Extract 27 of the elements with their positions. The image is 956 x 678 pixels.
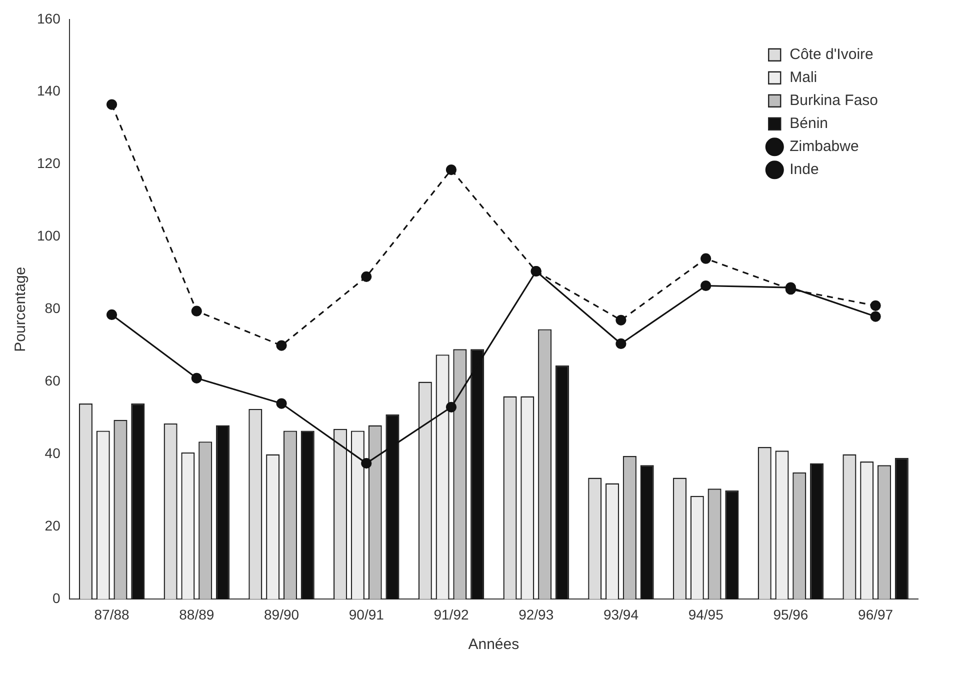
x-tick-label: 94/95 [688,606,724,622]
legend-label: Burkina Faso [790,92,878,110]
y-tick-label: 80 [44,300,61,316]
y-tick-label: 160 [37,10,61,26]
x-tick-label: 91/92 [434,606,469,622]
x-tick-label: 88/89 [179,606,214,622]
x-tick-label: 96/97 [858,606,894,622]
x-axis-title: Années [468,636,520,654]
y-tick-label: 140 [37,82,61,99]
y-tick-label: 40 [44,445,61,462]
x-tick-label: 89/90 [264,606,300,622]
y-tick-label: 20 [44,518,61,534]
legend-label: Côte d'Ivoire [790,46,874,64]
x-tick-label: 95/96 [773,606,808,622]
legend-label: Mali [790,69,818,86]
legend-label: Zimbabwe [790,138,859,156]
y-tick-label: 60 [44,372,61,389]
y-tick-label: 100 [37,228,61,244]
legend-label: Inde [790,161,819,178]
x-tick-label: 92/93 [518,606,554,622]
y-tick-label: 0 [52,590,61,606]
x-tick-label: 87/88 [94,606,130,622]
x-tick-label: 90/91 [348,606,384,622]
y-tick-label: 120 [37,155,61,172]
legend-label: Bénin [790,115,828,132]
y-axis-title: Pourcentage [12,266,30,352]
x-tick-label: 93/94 [603,606,639,622]
